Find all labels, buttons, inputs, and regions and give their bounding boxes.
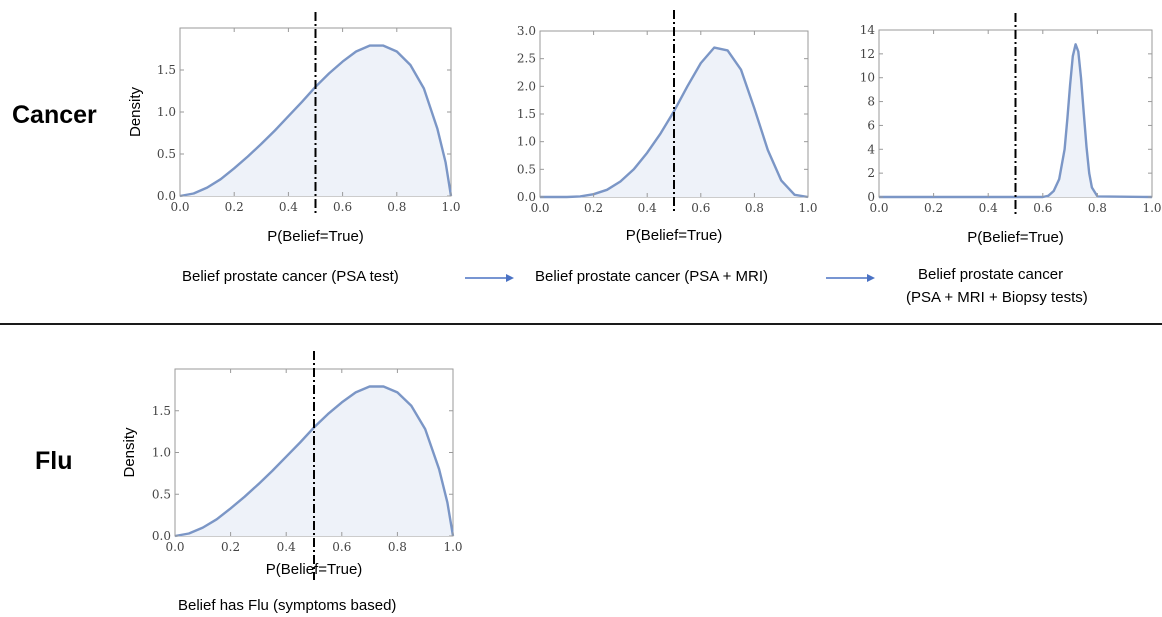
caption-biopsy-line2: (PSA + MRI + Biopsy tests) [906, 287, 1088, 309]
x-tick-label: 0.6 [1033, 201, 1052, 215]
y-tick-label: 1.0 [517, 135, 536, 149]
x-tick-label: 0.8 [387, 200, 406, 214]
y-tick-label: 1.0 [157, 105, 176, 119]
y-tick-label: 10 [860, 71, 875, 85]
x-tick-label: 1.0 [441, 200, 460, 214]
chart-flu-symptoms: 0.0 0.2 0.4 0.6 0.8 1.00.00.51.01.5P(Belief=T… [121, 351, 463, 580]
chart-cancer-biopsy: 0.0 0.2 0.4 0.6 0.8 1.002468101214P(Belief=Tr… [860, 13, 1162, 246]
y-tick-label: 2 [867, 166, 875, 180]
y-tick-label: 14 [860, 23, 876, 37]
y-tick-label: 6 [867, 118, 875, 132]
x-tick-label: 1.0 [443, 540, 462, 554]
x-tick-label: 0.4 [277, 540, 296, 554]
caption-flu: Belief has Flu (symptoms based) [178, 595, 396, 617]
x-tick-label: 0.2 [221, 540, 240, 554]
caption-psa-mri: Belief prostate cancer (PSA + MRI) [535, 266, 768, 288]
x-tick-label: 0.2 [225, 200, 244, 214]
chart-cancer-psa: 0.0 0.2 0.4 0.6 0.8 1.00.00.51.01.5P(Belief=T… [127, 12, 461, 245]
y-tick-label: 0.0 [157, 189, 176, 203]
x-tick-label: 0.2 [584, 201, 603, 215]
y-tick-label: 0 [867, 190, 875, 204]
x-tick-label: 1.0 [1142, 201, 1161, 215]
y-axis-label: Density [127, 86, 144, 137]
y-tick-label: 8 [867, 95, 875, 109]
y-tick-label: 2.0 [517, 79, 536, 93]
x-tick-label: 0.6 [333, 200, 352, 214]
x-tick-label: 0.6 [332, 540, 351, 554]
y-tick-label: 0.0 [517, 190, 536, 204]
y-tick-label: 1.5 [517, 107, 536, 121]
x-tick-label: 1.0 [798, 201, 817, 215]
y-tick-label: 3.0 [517, 24, 536, 38]
y-tick-label: 0.0 [152, 529, 171, 543]
arrow-psa-to-mri [465, 274, 514, 282]
x-tick-label: 0.4 [638, 201, 657, 215]
x-tick-label: 0.8 [1088, 201, 1107, 215]
y-tick-label: 0.5 [517, 162, 536, 176]
y-tick-label: 4 [867, 142, 875, 156]
arrow-head [867, 274, 875, 282]
x-axis-label: P(Belief=True) [626, 227, 723, 244]
x-tick-label: 0.8 [745, 201, 764, 215]
caption-psa: Belief prostate cancer (PSA test) [182, 266, 399, 288]
x-tick-label: 0.6 [691, 201, 710, 215]
x-axis-label: P(Belief=True) [967, 229, 1064, 246]
chart-cancer-psa-mri: 0.0 0.2 0.4 0.6 0.8 1.00.00.51.01.52.02.53.0P… [517, 10, 818, 244]
arrow-head [506, 274, 514, 282]
x-tick-label: 0.4 [979, 201, 998, 215]
caption-biopsy-line1: Belief prostate cancer [918, 264, 1063, 286]
y-tick-label: 1.5 [152, 404, 171, 418]
y-tick-label: 2.5 [517, 52, 536, 66]
y-tick-label: 1.0 [152, 446, 171, 460]
x-axis-label: P(Belief=True) [267, 228, 364, 245]
arrow-mri-to-biopsy [826, 274, 875, 282]
y-axis-label: Density [121, 427, 138, 478]
y-tick-label: 0.5 [157, 147, 176, 161]
y-tick-label: 0.5 [152, 487, 171, 501]
y-tick-label: 1.5 [157, 63, 176, 77]
x-tick-label: 0.4 [279, 200, 298, 214]
x-tick-label: 0.8 [388, 540, 407, 554]
x-tick-label: 0.2 [924, 201, 943, 215]
y-tick-label: 12 [860, 47, 875, 61]
